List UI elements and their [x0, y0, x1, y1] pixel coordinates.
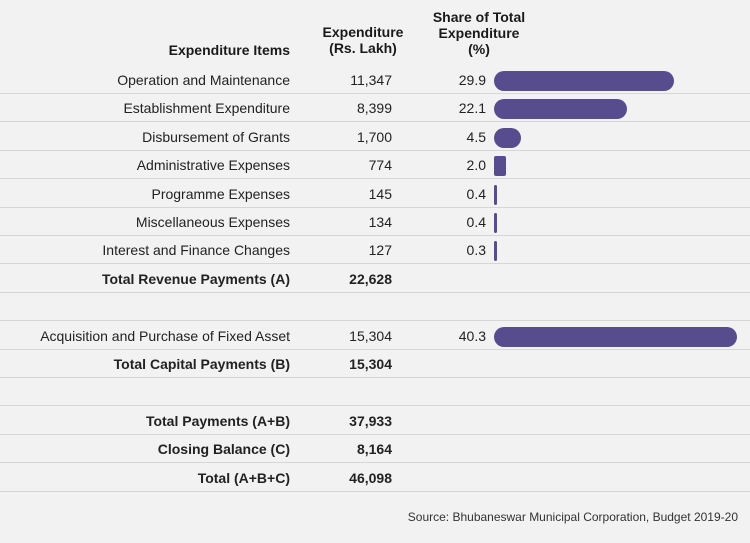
header-share-line2: Expenditure	[438, 25, 520, 41]
row-percent: 0.3	[466, 242, 486, 259]
share-bar	[494, 213, 497, 233]
table-row: Disbursement of Grants 1,700 4.5	[0, 123, 750, 151]
table-row: Establishment Expenditure 8,399 22.1	[0, 94, 750, 123]
row-value: 8,399	[356, 100, 392, 117]
row-label: Total Capital Payments (B)	[113, 356, 290, 372]
row-percent: 22.1	[458, 100, 486, 117]
table-row: Total Capital Payments (B) 15,304	[0, 350, 750, 378]
header-share: Share of Total Expenditure (%)	[420, 9, 538, 57]
table-row: Closing Balance (C) 8,164	[0, 435, 750, 464]
source-note: Source: Bhubaneswar Municipal Corporatio…	[407, 510, 738, 524]
row-value: 46,098	[349, 469, 392, 486]
header-expenditure-line2: (Rs. Lakh)	[329, 40, 397, 56]
row-percent: 29.9	[458, 72, 486, 88]
table-row: Total (A+B+C) 46,098	[0, 464, 750, 492]
table-row: Total Payments (A+B) 37,933	[0, 407, 750, 435]
row-value: 15,304	[349, 356, 392, 372]
header-expenditure-items: Expenditure Items	[168, 42, 290, 58]
share-bar	[494, 326, 737, 347]
row-percent: 4.5	[466, 128, 486, 145]
row-label: Programme Expenses	[151, 185, 290, 202]
share-bar	[494, 241, 497, 262]
row-label: Disbursement of Grants	[142, 128, 290, 145]
row-value: 11,347	[350, 72, 392, 88]
header-share-line3: (%)	[468, 41, 490, 57]
table-row: Miscellaneous Expenses 134 0.4	[0, 208, 750, 236]
header-share-line1: Share of Total	[432, 9, 526, 25]
row-percent: 0.4	[466, 185, 486, 202]
row-value: 1,700	[356, 128, 392, 145]
row-label: Total (A+B+C)	[197, 469, 290, 486]
row-value: 145	[368, 185, 392, 202]
header-expenditure-line1: Expenditure	[322, 24, 404, 40]
share-bar	[494, 184, 497, 205]
row-label: Administrative Expenses	[136, 157, 290, 174]
share-bar	[494, 99, 628, 120]
row-label: Acquisition and Purchase of Fixed Asset	[40, 327, 290, 344]
share-bar	[494, 71, 675, 91]
row-value: 8,164	[356, 441, 392, 458]
row-label: Interest and Finance Changes	[102, 242, 290, 259]
table-row: Operation and Maintenance 11,347 29.9	[0, 66, 750, 94]
row-label: Total Revenue Payments (A)	[101, 270, 290, 287]
row-label: Operation and Maintenance	[117, 72, 290, 88]
table-row: Administrative Expenses 774 2.0	[0, 151, 750, 180]
share-bar	[494, 127, 522, 148]
row-value: 774	[368, 157, 392, 174]
row-value: 37,933	[349, 412, 392, 429]
table-row: Programme Expenses 145 0.4	[0, 180, 750, 208]
row-label: Total Payments (A+B)	[145, 412, 290, 429]
row-percent: 0.4	[466, 214, 486, 230]
row-percent: 2.0	[466, 157, 486, 174]
row-percent: 40.3	[458, 327, 486, 344]
table-row: Acquisition and Purchase of Fixed Asset 1…	[0, 322, 750, 350]
row-label: Establishment Expenditure	[123, 100, 290, 117]
row-label: Closing Balance (C)	[157, 441, 290, 458]
row-label: Miscellaneous Expenses	[135, 214, 290, 230]
table-row: Interest and Finance Changes 127 0.3	[0, 236, 750, 265]
spacer-row	[0, 378, 750, 407]
row-value: 22,628	[349, 270, 392, 287]
header-expenditure: Expenditure (Rs. Lakh)	[318, 24, 408, 56]
spacer-row	[0, 293, 750, 322]
share-bar	[494, 156, 507, 177]
row-value: 134	[368, 214, 392, 230]
table-row: Total Revenue Payments (A) 22,628	[0, 265, 750, 293]
row-value: 15,304	[349, 327, 392, 344]
row-value: 127	[368, 242, 392, 259]
